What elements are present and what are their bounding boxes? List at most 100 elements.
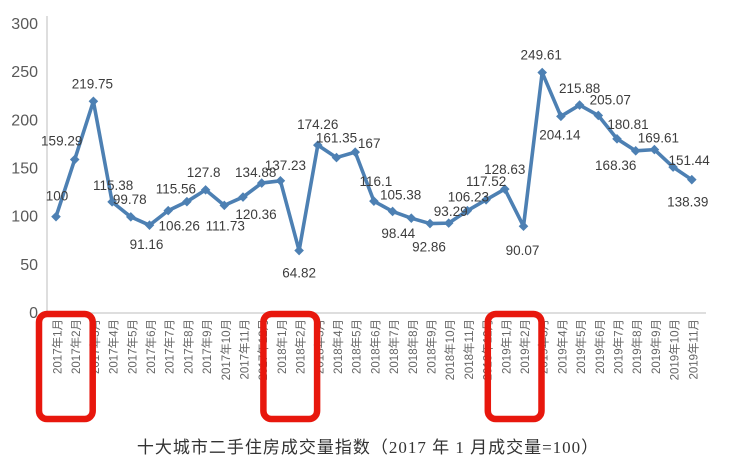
x-axis-label: 2018年1月 [275, 319, 289, 374]
x-axis-label: 2017年1月 [51, 319, 65, 374]
data-point-marker [275, 176, 286, 186]
data-point-label: 92.86 [412, 240, 446, 255]
y-tick-label: 100 [11, 209, 38, 226]
data-point-label: 93.29 [434, 204, 468, 219]
data-point-marker [537, 67, 547, 78]
data-point-marker [331, 152, 342, 163]
data-point-label: 138.39 [667, 195, 708, 210]
data-point-marker [406, 213, 417, 223]
data-point-label: 204.14 [539, 127, 581, 142]
y-tick-label: 0 [29, 305, 38, 322]
data-point-marker [630, 146, 641, 156]
highlight-box [260, 310, 321, 423]
data-point-marker [387, 206, 398, 217]
data-point-label: 219.75 [72, 76, 113, 91]
highlight-box [35, 310, 96, 423]
data-point-label: 249.61 [521, 48, 562, 63]
x-axis-label: 2017年8月 [181, 319, 195, 374]
data-point-marker [500, 184, 510, 194]
x-axis-label: 2018年5月 [350, 319, 364, 374]
data-point-marker [163, 205, 173, 216]
data-point-marker [219, 200, 230, 211]
x-axis-label: 2018年9月 [425, 319, 439, 374]
x-axis-label: 2017年9月 [200, 319, 214, 374]
data-point-marker [51, 211, 61, 222]
data-point-marker [556, 111, 566, 122]
x-axis-label: 2018年8月 [406, 319, 420, 374]
data-point-label: 159.29 [41, 134, 82, 149]
y-tick-label: 150 [11, 161, 38, 178]
x-axis-label: 2017年6月 [144, 319, 158, 374]
x-axis-label: 2019年4月 [555, 319, 569, 374]
x-axis-label: 2017年10月 [219, 319, 233, 380]
data-point-label: 127.8 [187, 165, 221, 180]
data-point-label: 106.23 [448, 190, 489, 205]
x-axis-label: 2018年7月 [387, 319, 401, 374]
data-point-label: 151.44 [668, 153, 710, 168]
data-point-marker [350, 147, 360, 157]
x-axis-label: 2019年2月 [518, 319, 532, 374]
x-axis-label: 2019年11月 [686, 319, 700, 380]
data-point-marker [574, 100, 585, 110]
highlight-box [484, 310, 545, 423]
data-point-marker [425, 218, 435, 229]
x-axis-label: 2018年10月 [443, 319, 457, 380]
x-axis-label: 2017年4月 [107, 319, 121, 374]
data-point-label: 98.44 [381, 226, 415, 241]
x-axis-label: 2019年6月 [593, 319, 607, 374]
data-point-marker [126, 212, 136, 222]
data-point-label: 168.36 [595, 158, 636, 173]
data-point-marker [369, 196, 379, 206]
chart-caption: 十大城市二手住房成交量指数（2017 年 1 月成交量=100） [136, 438, 600, 457]
data-point-marker [443, 218, 454, 228]
data-point-label: 169.61 [638, 131, 679, 146]
data-point-label: 111.73 [206, 218, 245, 233]
x-axis-label: 2019年9月 [649, 319, 663, 374]
x-axis-label: 2018年11月 [462, 319, 476, 380]
data-point-label: 205.07 [590, 92, 631, 107]
x-axis-label: 2017年7月 [163, 319, 177, 374]
x-axis-label: 2018年2月 [294, 319, 308, 374]
data-point-label: 115.56 [156, 182, 196, 197]
data-point-label: 105.38 [380, 187, 421, 202]
data-point-label: 99.78 [113, 192, 147, 207]
data-point-marker [69, 154, 80, 165]
data-point-label: 91.16 [130, 237, 164, 252]
data-point-marker [462, 205, 473, 216]
data-point-label: 106.26 [159, 219, 200, 234]
data-point-label: 100 [46, 189, 69, 204]
x-axis-label: 2019年1月 [499, 319, 513, 374]
data-point-label: 64.82 [282, 266, 316, 281]
data-point-marker [256, 178, 267, 188]
x-axis-label: 2017年5月 [125, 319, 139, 374]
y-tick-label: 300 [11, 16, 38, 33]
y-tick-label: 50 [20, 257, 38, 274]
y-tick-label: 200 [11, 112, 38, 129]
x-axis-label: 2018年6月 [368, 319, 382, 374]
data-point-marker [238, 192, 248, 202]
data-point-label: 90.07 [506, 243, 540, 258]
data-point-marker [88, 96, 99, 107]
data-point-marker [200, 185, 211, 195]
data-point-label: 115.38 [93, 178, 133, 193]
x-axis-label: 2019年8月 [630, 319, 644, 374]
data-point-label: 174.26 [297, 117, 338, 132]
data-point-marker [687, 174, 697, 185]
data-point-marker [593, 110, 604, 121]
data-point-marker [649, 144, 660, 155]
data-point-marker [612, 134, 622, 144]
data-point-label: 137.23 [265, 158, 306, 173]
data-point-marker [668, 162, 678, 172]
data-point-marker [481, 194, 491, 205]
data-point-label: 116.1 [360, 174, 393, 189]
data-point-marker [182, 196, 192, 207]
data-point-label: 128.63 [484, 162, 525, 177]
data-point-marker [294, 245, 304, 256]
data-point-label: 117.52 [466, 174, 506, 189]
x-axis-label: 2019年10月 [668, 319, 682, 380]
data-point-label: 134.88 [235, 165, 276, 180]
data-point-marker [144, 220, 155, 230]
data-point-marker [518, 221, 529, 232]
x-axis-label: 2019年7月 [612, 319, 626, 374]
